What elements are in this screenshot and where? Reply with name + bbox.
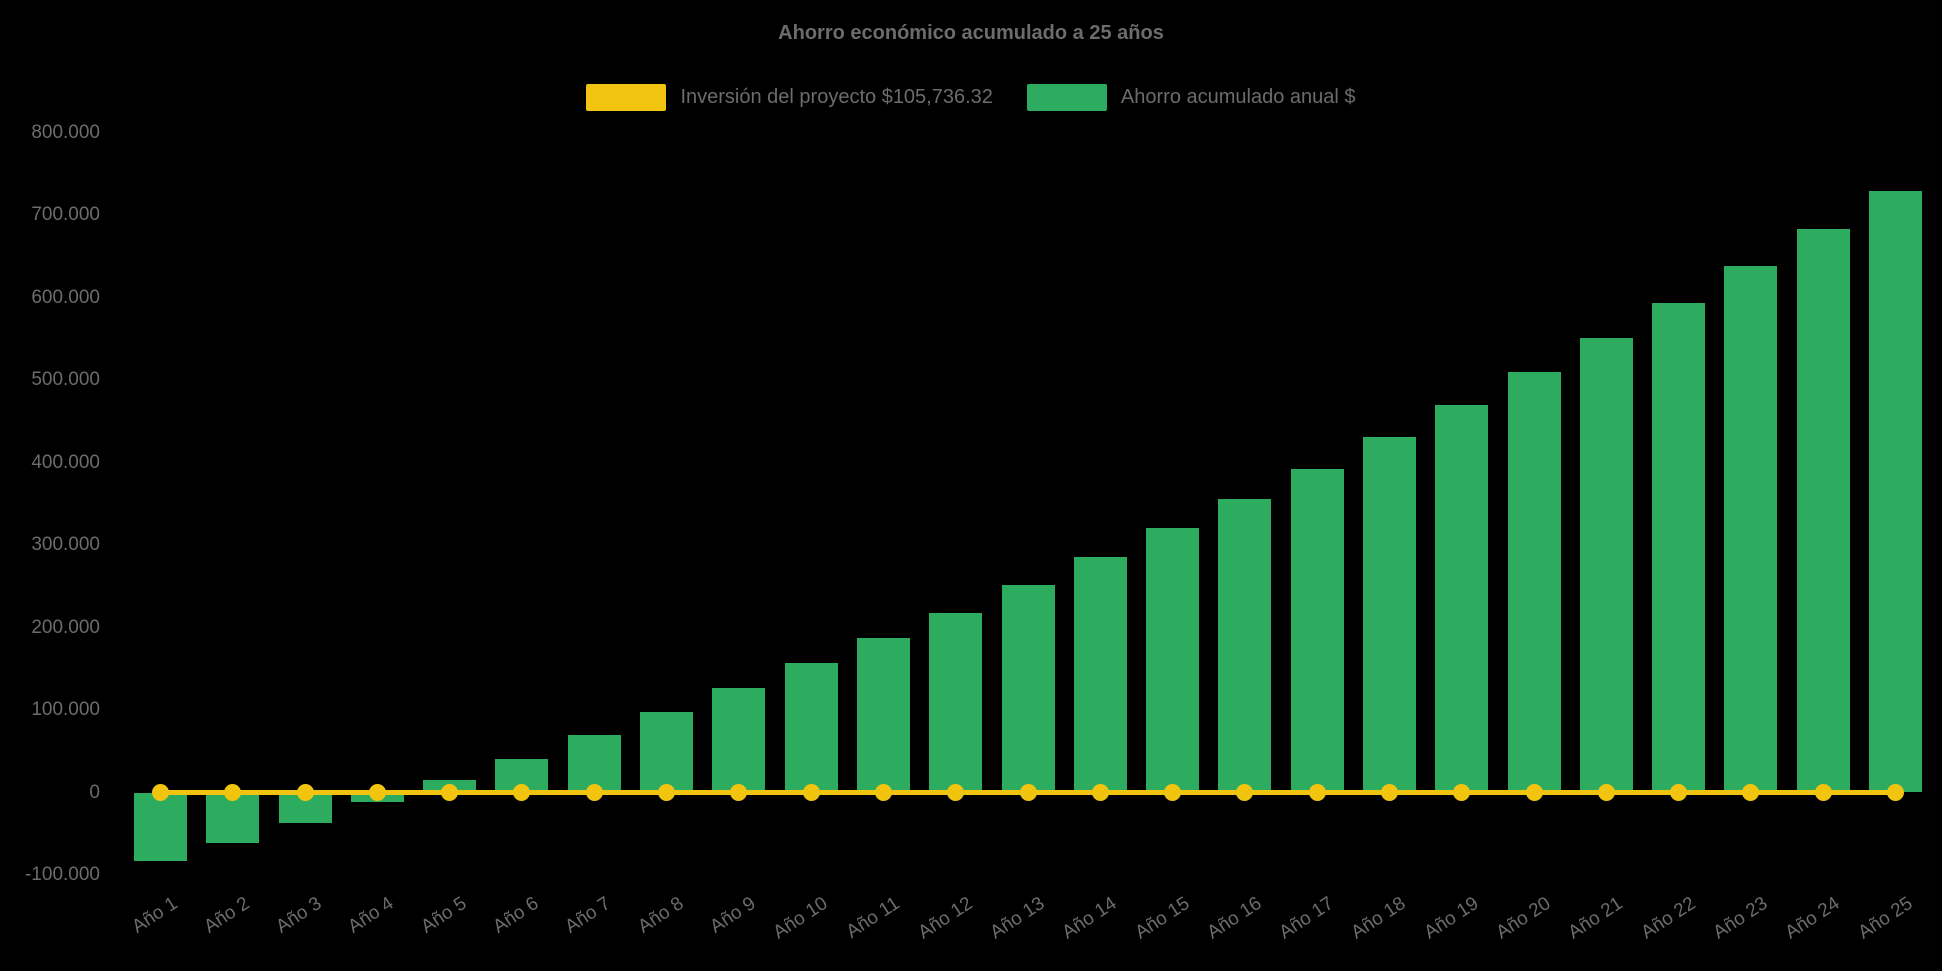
investment-line-marker [1525,784,1543,801]
investment-line-marker [441,784,459,801]
bar-año-10 [784,662,838,793]
bar-año-17 [1290,469,1344,793]
investment-line-marker [658,784,676,801]
investment-line-marker [947,784,965,801]
investment-line-marker [1670,784,1688,801]
y-axis-tick-label: 300.000 [31,534,100,555]
chart-title: Ahorro económico acumulado a 25 años [778,22,1164,44]
y-axis-tick-label: 800.000 [31,121,100,143]
investment-line-marker [224,784,242,801]
y-axis-tick-label: 200.000 [31,616,100,638]
bar-año-21 [1579,337,1633,793]
investment-line-marker [585,784,603,801]
bar-año-13 [1001,585,1055,793]
bar-año-22 [1652,303,1706,793]
investment-line-marker [1887,784,1904,801]
investment-line-marker [1742,784,1760,801]
y-axis-tick-label: 100.000 [31,699,100,720]
legend-item-ahorro[interactable]: Ahorro acumulado anual $ [1026,84,1356,111]
investment-line-marker [1091,784,1109,801]
y-axis-tick-label: 400.000 [31,451,100,473]
investment-line-marker [368,784,386,801]
investment-line-marker [802,784,820,801]
bar-año-14 [1073,556,1127,793]
legend-swatch-inversion [586,84,667,111]
investment-line-marker [874,784,892,801]
bar-año-23 [1724,266,1778,793]
bar-año-24 [1796,229,1850,793]
legend-item-inversion[interactable]: Inversión del proyecto $105,736.32 [586,84,993,111]
investment-line-marker [1236,784,1254,801]
investment-line-marker [1453,784,1471,801]
investment-line-marker [513,784,531,801]
investment-line-marker [1380,784,1398,801]
bar-año-15 [1146,527,1200,793]
y-axis-tick-label: 0 [89,781,100,803]
investment-line-marker [152,784,169,801]
bar-año-25 [1869,191,1922,793]
bar-año-8 [640,712,694,793]
investment-line-marker [1019,784,1037,801]
bar-año-18 [1362,436,1416,793]
legend-label-inversion: Inversión del proyecto $105,736.32 [680,86,993,108]
investment-line-marker [1597,784,1615,801]
bar-año-12 [929,612,983,793]
y-axis-tick-label: 500.000 [31,369,100,390]
investment-line-marker [1308,784,1326,801]
y-axis-tick-label: -100.000 [24,864,100,885]
legend-label-ahorro: Ahorro acumulado anual $ [1120,86,1356,108]
bar-año-9 [712,687,766,793]
bar-año-7 [567,734,621,793]
legend-swatch-ahorro [1026,84,1107,111]
investment-line-marker [1164,784,1182,801]
bar-año-11 [856,638,910,793]
bar-año-16 [1218,498,1272,793]
bar-año-19 [1435,404,1489,793]
y-axis-tick-label: 600.000 [31,286,100,308]
bar-año-20 [1507,371,1561,793]
legend: Inversión del proyecto $105,736.32 Ahorr… [0,84,1942,111]
y-axis-tick-label: 700.000 [31,204,100,225]
investment-line-marker [1814,784,1832,801]
investment-line-marker [296,784,314,801]
bar-año-1 [134,792,187,861]
investment-line-marker [730,784,748,801]
